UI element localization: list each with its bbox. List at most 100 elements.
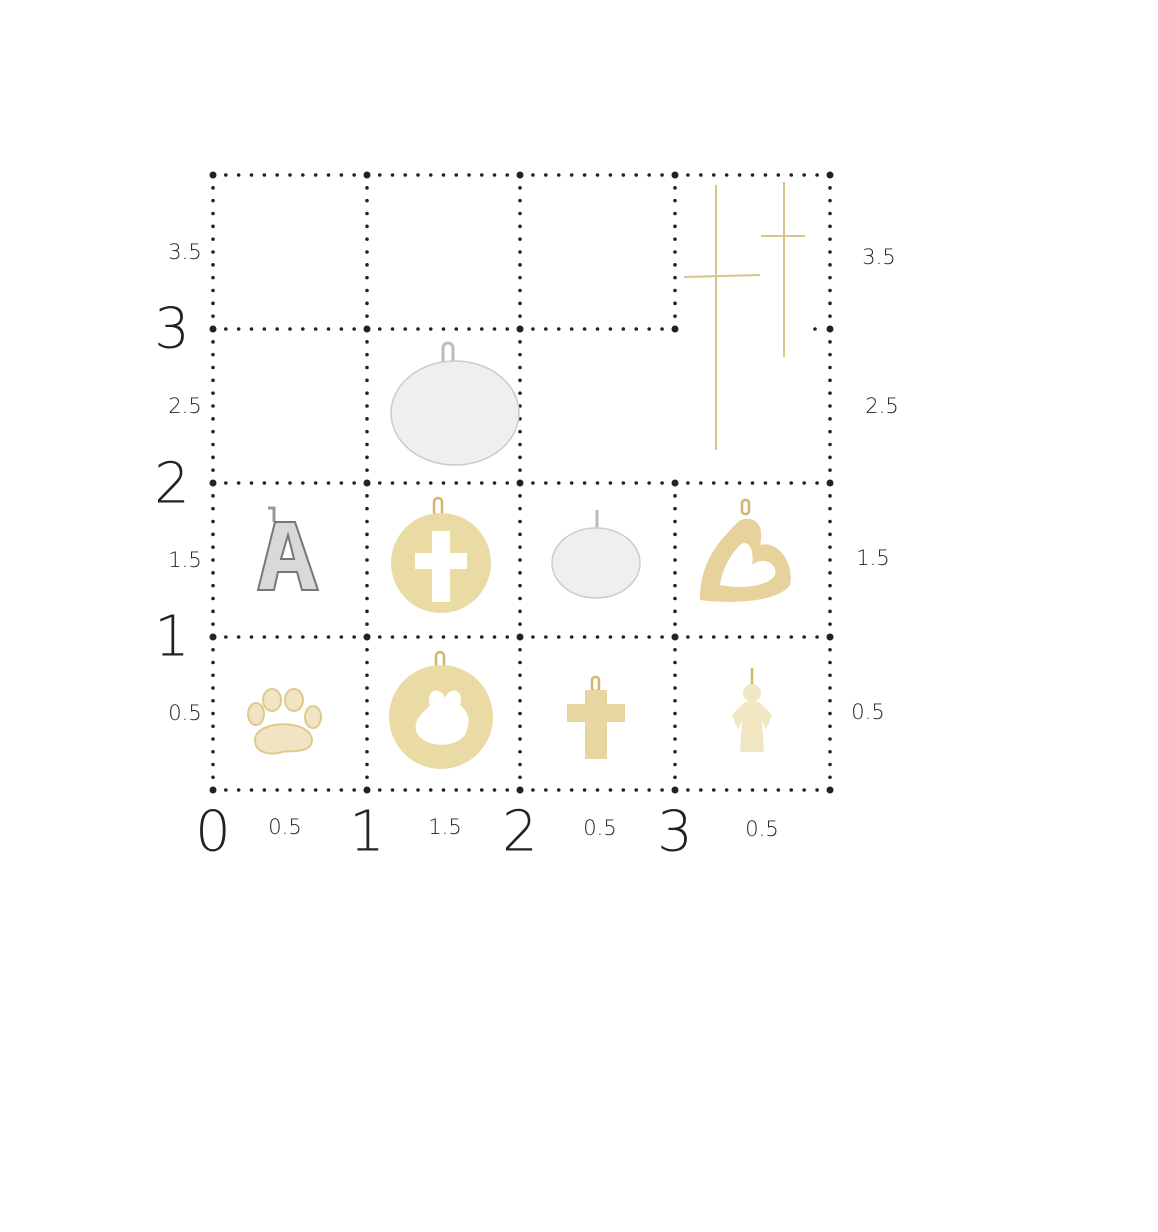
grid-dot bbox=[673, 775, 677, 780]
grid-dot bbox=[403, 327, 408, 331]
grid-dot bbox=[802, 481, 806, 485]
grid-dot bbox=[518, 506, 522, 511]
grid-dot bbox=[301, 173, 305, 177]
grid-dot bbox=[518, 749, 522, 754]
grid-dot bbox=[621, 788, 626, 792]
grid-dot bbox=[737, 788, 742, 792]
bottom-label: 1.5 bbox=[428, 815, 461, 839]
grid-dot bbox=[828, 609, 832, 614]
grid-dot bbox=[211, 762, 215, 767]
grid-dot bbox=[828, 673, 832, 678]
grid-dot bbox=[828, 775, 832, 780]
grid-dot bbox=[416, 635, 420, 639]
grid-dot bbox=[211, 417, 215, 421]
gold-paw-disc-pendant bbox=[389, 650, 493, 769]
grid-dot bbox=[647, 635, 651, 639]
grid-dot bbox=[815, 635, 819, 639]
grid-node bbox=[826, 171, 834, 179]
grid-dot bbox=[403, 173, 408, 177]
grid-dot bbox=[673, 263, 677, 267]
grid-dot bbox=[518, 468, 522, 472]
grid-dot bbox=[211, 686, 215, 690]
grid-dot bbox=[416, 788, 420, 792]
grid-dot bbox=[365, 455, 369, 460]
grid-dot bbox=[211, 698, 215, 703]
grid-dot bbox=[789, 788, 794, 792]
grid-dot bbox=[390, 788, 395, 792]
grid-dot bbox=[660, 788, 664, 792]
grid-dot bbox=[365, 775, 369, 780]
grid-dot bbox=[211, 571, 215, 575]
grid-dot bbox=[403, 788, 408, 792]
grid-dot bbox=[531, 173, 535, 177]
left-label: 1 bbox=[154, 604, 190, 669]
grid-dot bbox=[647, 173, 651, 177]
grid-dot bbox=[776, 788, 781, 792]
right-label: 1.5 bbox=[856, 546, 889, 570]
grid-dot bbox=[518, 622, 522, 626]
grid-dot bbox=[505, 635, 510, 639]
grid-dot bbox=[492, 481, 497, 485]
grid-dot bbox=[828, 468, 832, 472]
grid-dot bbox=[673, 749, 677, 754]
grid-dot bbox=[776, 635, 781, 639]
grid-dot bbox=[673, 314, 677, 318]
grid-dot bbox=[211, 391, 215, 395]
grid-dot bbox=[211, 494, 215, 498]
grid-dot bbox=[828, 352, 832, 357]
grid-dot bbox=[673, 545, 677, 549]
grid-dot bbox=[211, 737, 215, 741]
grid-dot bbox=[724, 635, 729, 639]
grid-dot bbox=[828, 686, 832, 690]
silver-disc-pendant bbox=[390, 341, 520, 466]
grid-dot bbox=[518, 686, 522, 690]
grid-dot bbox=[467, 788, 471, 792]
grid-node bbox=[671, 479, 679, 487]
grid-dot bbox=[365, 224, 369, 229]
grid-dot bbox=[211, 519, 215, 524]
grid-node bbox=[363, 786, 371, 794]
grid-dot bbox=[673, 198, 677, 203]
grid-dot bbox=[390, 327, 395, 331]
grid-dot bbox=[365, 250, 369, 254]
grid-dot bbox=[569, 173, 574, 177]
grid-dot bbox=[711, 481, 716, 485]
grid-node bbox=[209, 633, 217, 641]
grid-dot bbox=[828, 737, 832, 741]
grid-dot bbox=[339, 788, 344, 792]
grid-dot bbox=[403, 481, 408, 485]
grid-dot bbox=[211, 275, 215, 280]
grid-dot bbox=[365, 340, 369, 344]
grid-dot bbox=[428, 173, 433, 177]
long-cross-pendants bbox=[683, 182, 805, 450]
grid-dot bbox=[365, 711, 369, 716]
grid-dot bbox=[390, 635, 395, 639]
grid-dot bbox=[828, 622, 832, 626]
grid-dot bbox=[737, 481, 742, 485]
grid-dot bbox=[673, 660, 677, 665]
grid-dot bbox=[660, 481, 664, 485]
left-label: 2.5 bbox=[168, 394, 201, 418]
grid-dot bbox=[211, 622, 215, 626]
grid-dot bbox=[301, 327, 305, 331]
grid-dot bbox=[518, 301, 522, 306]
bottom-label: 0.5 bbox=[745, 817, 778, 841]
grid-dot bbox=[441, 327, 446, 331]
grid-dot bbox=[763, 788, 768, 792]
grid-dot bbox=[518, 224, 522, 229]
grid-dot bbox=[365, 762, 369, 767]
grid-dot bbox=[518, 211, 522, 216]
grid-dot bbox=[531, 788, 535, 792]
grid-dot bbox=[544, 481, 548, 485]
grid-dot bbox=[518, 558, 522, 562]
grid-node bbox=[209, 786, 217, 794]
grid-dot bbox=[505, 788, 510, 792]
grid-dot bbox=[339, 635, 344, 639]
grid-dot bbox=[673, 494, 677, 498]
grid-dot bbox=[365, 532, 369, 537]
grid-dot bbox=[828, 275, 832, 280]
grid-dot bbox=[673, 737, 677, 741]
grid-dot bbox=[737, 173, 742, 177]
grid-dot bbox=[441, 635, 446, 639]
